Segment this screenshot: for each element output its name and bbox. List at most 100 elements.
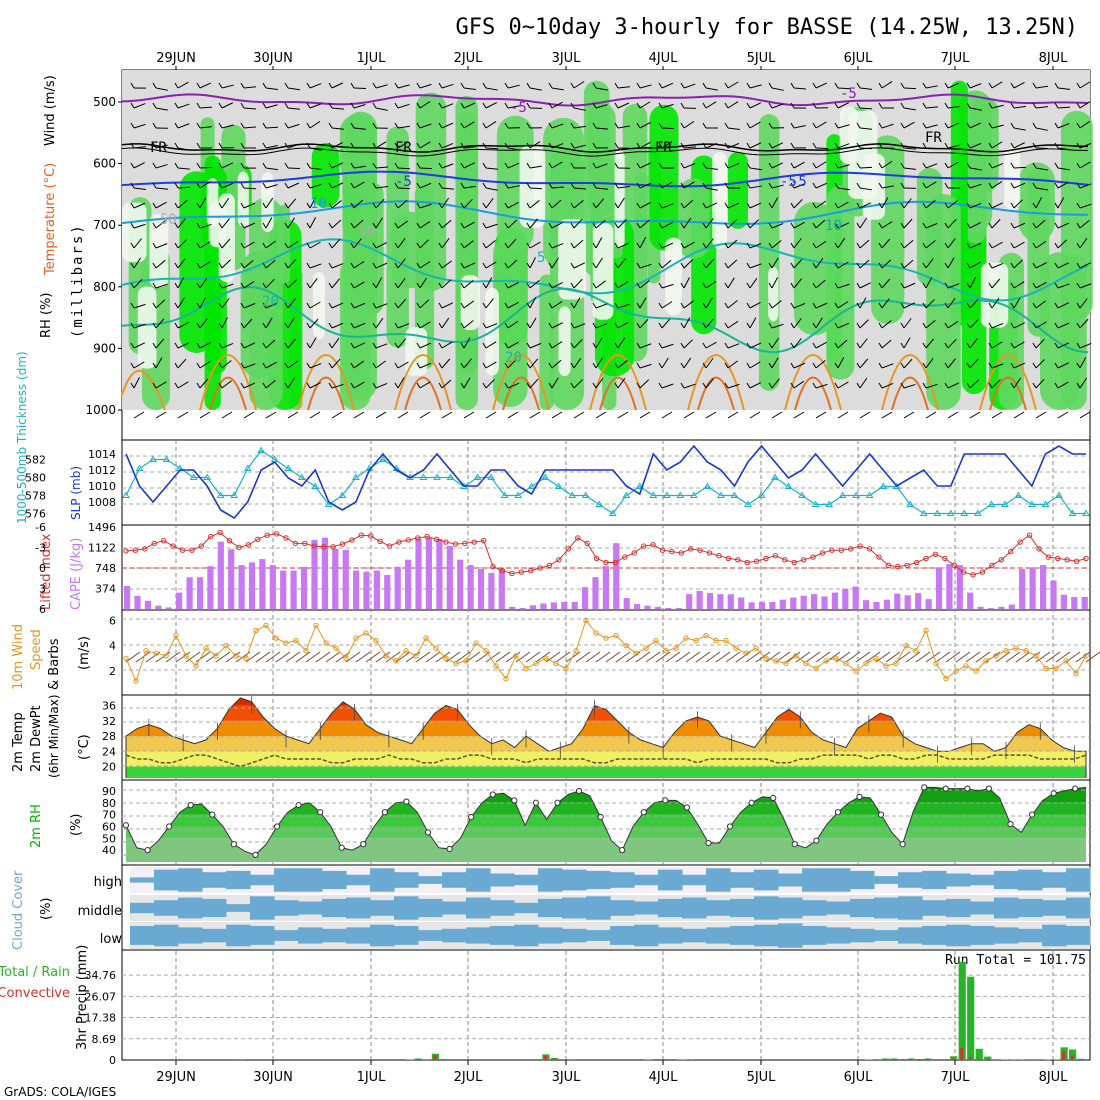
- wind-barb: [969, 298, 979, 309]
- wind-barb-flag: [614, 202, 619, 209]
- wind-barb-flag: [570, 322, 575, 329]
- cloud-bar: [226, 924, 251, 947]
- contour-label: -5: [790, 174, 807, 190]
- wind-barb-flag: [878, 102, 883, 109]
- wind-barb-flag: [680, 182, 685, 189]
- wind-barb-flag: [174, 82, 179, 89]
- wind-barb: [243, 86, 256, 89]
- wind10-marker: [613, 632, 619, 639]
- wind-barb: [419, 167, 433, 170]
- wind-barb: [155, 87, 168, 91]
- rh-marker: [877, 811, 885, 818]
- wind-barb: [419, 261, 431, 269]
- wind-barb-flag: [416, 282, 421, 289]
- wind-barb-flag: [570, 262, 575, 269]
- wind-barb-flag: [570, 82, 575, 89]
- wind-barb: [661, 318, 671, 329]
- wind-barb: [155, 164, 168, 169]
- rh-dry-blob: [592, 223, 614, 320]
- wind-barb-flag: [526, 382, 531, 389]
- lifted-marker: [273, 531, 280, 537]
- wind-barb: [177, 81, 189, 89]
- contour-label: -5: [840, 86, 857, 102]
- wind-barb-flag: [372, 322, 377, 329]
- wind-barb-flag: [218, 342, 223, 349]
- wind-barb: [177, 358, 187, 369]
- lifted-marker: [848, 546, 854, 552]
- wind-barb: [441, 317, 450, 329]
- label-lifted-index: Lifted Index: [39, 533, 54, 610]
- contour-25-dome: [121, 369, 166, 411]
- rh-band: [126, 802, 1086, 815]
- surface-wind-barb: [155, 411, 167, 419]
- wind-barb: [221, 238, 231, 249]
- wind-barb: [265, 145, 278, 149]
- wind-barb-flag: [526, 162, 531, 169]
- cloud-bar: [130, 877, 155, 883]
- wind-barb-flag: [526, 202, 531, 209]
- wind-barb-flag: [944, 242, 949, 249]
- wind-barb: [221, 317, 228, 329]
- wind-barb: [177, 239, 187, 249]
- wind-barb-flag: [878, 342, 883, 349]
- cape-bar: [894, 593, 901, 609]
- rh-marker: [381, 809, 388, 816]
- surface-wind-barb: [1079, 411, 1091, 419]
- wind-barb: [595, 219, 606, 229]
- rh-marker: [899, 841, 906, 848]
- cloud-bar: [418, 930, 443, 941]
- lifted-marker: [895, 563, 901, 570]
- wind-barb-flag: [658, 342, 663, 349]
- wind10-marker: [463, 658, 469, 664]
- thickness-marker: [852, 491, 861, 498]
- wind-barb-flag: [570, 242, 575, 249]
- wind-barb: [375, 198, 385, 209]
- wind-barb-flag: [460, 362, 465, 369]
- wind-barb-flag: [262, 102, 267, 109]
- wind-barb-flag: [1076, 302, 1081, 309]
- wind-barb: [133, 257, 141, 269]
- wind-barb-flag: [482, 222, 487, 229]
- wind-barb-flag: [460, 282, 465, 289]
- wind-barb: [1057, 362, 1070, 369]
- wind-barb: [1079, 161, 1091, 169]
- wind-barb-flag: [240, 302, 245, 309]
- lifted-marker: [160, 537, 167, 544]
- wind-barb: [375, 303, 388, 309]
- surface-wind-barb: [441, 411, 453, 419]
- lifted-marker: [123, 548, 129, 554]
- surface-wind-barb: [793, 411, 805, 419]
- bottom-date-label: 8JUL: [1039, 1070, 1069, 1085]
- cloud-bar: [178, 868, 203, 892]
- wind10-marker: [253, 627, 259, 634]
- thickness-marker: [960, 509, 969, 516]
- label-cloud: Cloud Cover: [11, 870, 26, 950]
- wind-barb-flag: [900, 102, 905, 109]
- wind10-marker: [593, 630, 599, 636]
- lifted-marker: [650, 542, 656, 548]
- wind-barb-flag: [152, 162, 157, 169]
- wind-barb-flag: [768, 182, 773, 189]
- wind-barb-flag: [306, 162, 311, 169]
- thickness-marker: [149, 455, 157, 462]
- wind10-barb: [315, 651, 331, 663]
- wind-barb: [617, 337, 625, 349]
- lifted-marker: [753, 558, 760, 564]
- wind-barb-flag: [174, 122, 179, 129]
- cape-bar: [873, 601, 880, 609]
- wind-barb-flag: [834, 202, 839, 209]
- cloud-bar: [922, 870, 947, 890]
- wind-barb-flag: [152, 222, 157, 229]
- cape-bar: [134, 595, 141, 609]
- lifted-marker: [932, 551, 939, 558]
- wind-barb-flag: [570, 122, 575, 129]
- wind-barb-flag: [1054, 322, 1059, 329]
- wind-barb: [177, 167, 190, 170]
- wind-barb-flag: [174, 222, 179, 229]
- wind-barb: [969, 83, 982, 89]
- wind-barb: [639, 84, 652, 89]
- wind-barb: [1013, 377, 1021, 389]
- lifted-marker: [452, 541, 459, 547]
- wind-barb-flag: [834, 122, 839, 129]
- wind-barb-flag: [460, 162, 465, 169]
